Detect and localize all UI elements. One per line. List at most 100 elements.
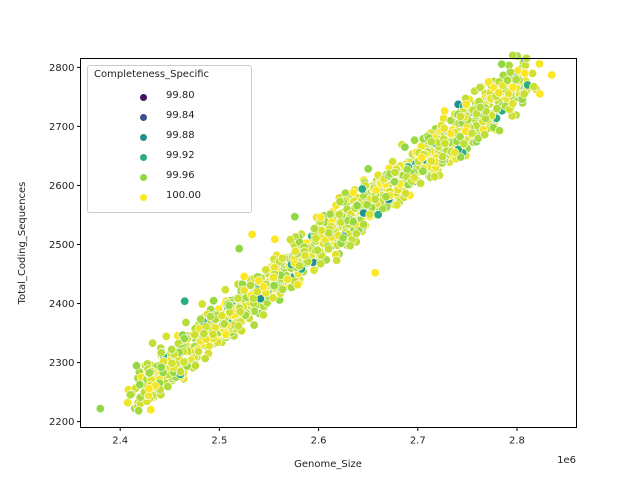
legend-marker-icon <box>140 94 147 101</box>
y-axis-ticks: 2200 2300 2400 2500 2600 2700 2800 <box>49 63 81 428</box>
data-point <box>547 70 557 80</box>
data-point <box>190 361 200 371</box>
data-point <box>197 299 207 309</box>
data-point <box>200 353 210 363</box>
data-point <box>95 404 105 414</box>
data-point <box>282 274 292 284</box>
data-point <box>144 368 154 378</box>
data-point <box>335 197 345 207</box>
data-point <box>370 194 380 204</box>
legend-title: Completeness_Specific <box>94 69 210 80</box>
x-axis-ticks: 2.4 2.5 2.6 2.7 2.8 <box>112 427 525 447</box>
data-point <box>440 106 450 116</box>
data-point <box>269 281 279 291</box>
data-point <box>290 212 300 222</box>
legend-label: 99.92 <box>166 150 195 161</box>
data-point <box>484 77 494 87</box>
data-point <box>352 201 362 211</box>
data-point <box>309 224 319 234</box>
x-axis-label: Genome_Size <box>294 459 362 470</box>
data-point <box>217 311 227 321</box>
data-point <box>148 338 158 348</box>
data-point <box>348 188 358 198</box>
data-point <box>392 200 402 210</box>
data-point <box>401 188 411 198</box>
data-point <box>438 152 448 162</box>
data-point <box>194 347 204 357</box>
data-point <box>293 280 303 290</box>
data-point <box>132 361 142 371</box>
x-axis-offset-label: 1e6 <box>557 455 576 466</box>
x-tick-label: 2.7 <box>410 436 426 447</box>
data-point <box>125 390 135 400</box>
data-point <box>239 271 249 281</box>
data-point <box>381 192 391 202</box>
legend: Completeness_Specific 99.80 99.84 99.88 99.… <box>87 65 252 213</box>
data-point <box>268 293 278 303</box>
data-point <box>220 285 230 295</box>
data-point <box>446 129 456 139</box>
data-point <box>417 153 427 163</box>
data-point <box>332 255 342 265</box>
data-point <box>508 50 518 60</box>
data-point <box>475 83 485 93</box>
data-point <box>480 130 490 140</box>
data-point <box>505 67 515 77</box>
data-point <box>268 272 278 282</box>
data-point <box>156 362 166 372</box>
y-tick-label: 2400 <box>49 299 74 310</box>
data-point <box>502 75 512 85</box>
data-point <box>209 296 219 306</box>
data-point <box>325 209 335 219</box>
data-point <box>508 99 518 109</box>
data-point <box>285 235 295 245</box>
data-point <box>261 265 271 275</box>
data-point <box>390 167 400 177</box>
data-point <box>294 261 304 271</box>
legend-marker-icon <box>140 114 147 121</box>
data-point <box>418 166 428 176</box>
data-point <box>503 88 513 98</box>
data-point <box>455 132 465 142</box>
data-point <box>316 212 326 222</box>
legend-item: 99.80 <box>88 88 248 108</box>
data-point <box>249 320 259 330</box>
data-point <box>239 285 249 295</box>
y-tick-label: 2700 <box>49 122 74 133</box>
data-point <box>351 229 361 239</box>
data-point <box>219 319 229 329</box>
y-tick-label: 2800 <box>49 63 74 74</box>
data-point <box>180 296 190 306</box>
data-point <box>508 82 518 92</box>
data-point <box>258 310 268 320</box>
data-point <box>455 112 465 122</box>
data-point <box>402 164 412 174</box>
data-point <box>529 82 539 92</box>
data-point <box>426 137 436 147</box>
data-point <box>409 173 419 183</box>
data-point <box>410 135 420 145</box>
data-point <box>247 229 257 239</box>
data-point <box>494 126 504 136</box>
data-point <box>156 348 166 358</box>
legend-marker-icon <box>140 134 147 141</box>
data-point <box>357 184 367 194</box>
y-tick-label: 2600 <box>49 181 74 192</box>
legend-item: 99.88 <box>88 128 248 148</box>
legend-item: 99.92 <box>88 148 248 168</box>
data-point <box>439 123 449 133</box>
data-point <box>224 301 234 311</box>
data-point <box>309 265 319 275</box>
data-point <box>123 398 133 408</box>
data-point <box>527 68 537 78</box>
data-point <box>246 280 256 290</box>
legend-item: 100.00 <box>88 188 248 208</box>
data-point <box>167 344 177 354</box>
data-point <box>475 102 485 112</box>
data-point <box>348 217 358 227</box>
data-point <box>221 329 231 339</box>
data-point <box>278 284 288 294</box>
x-tick-label: 2.6 <box>311 436 327 447</box>
legend-label: 99.80 <box>166 90 195 101</box>
y-axis-label: Total_Coding_Sequences <box>17 182 28 306</box>
